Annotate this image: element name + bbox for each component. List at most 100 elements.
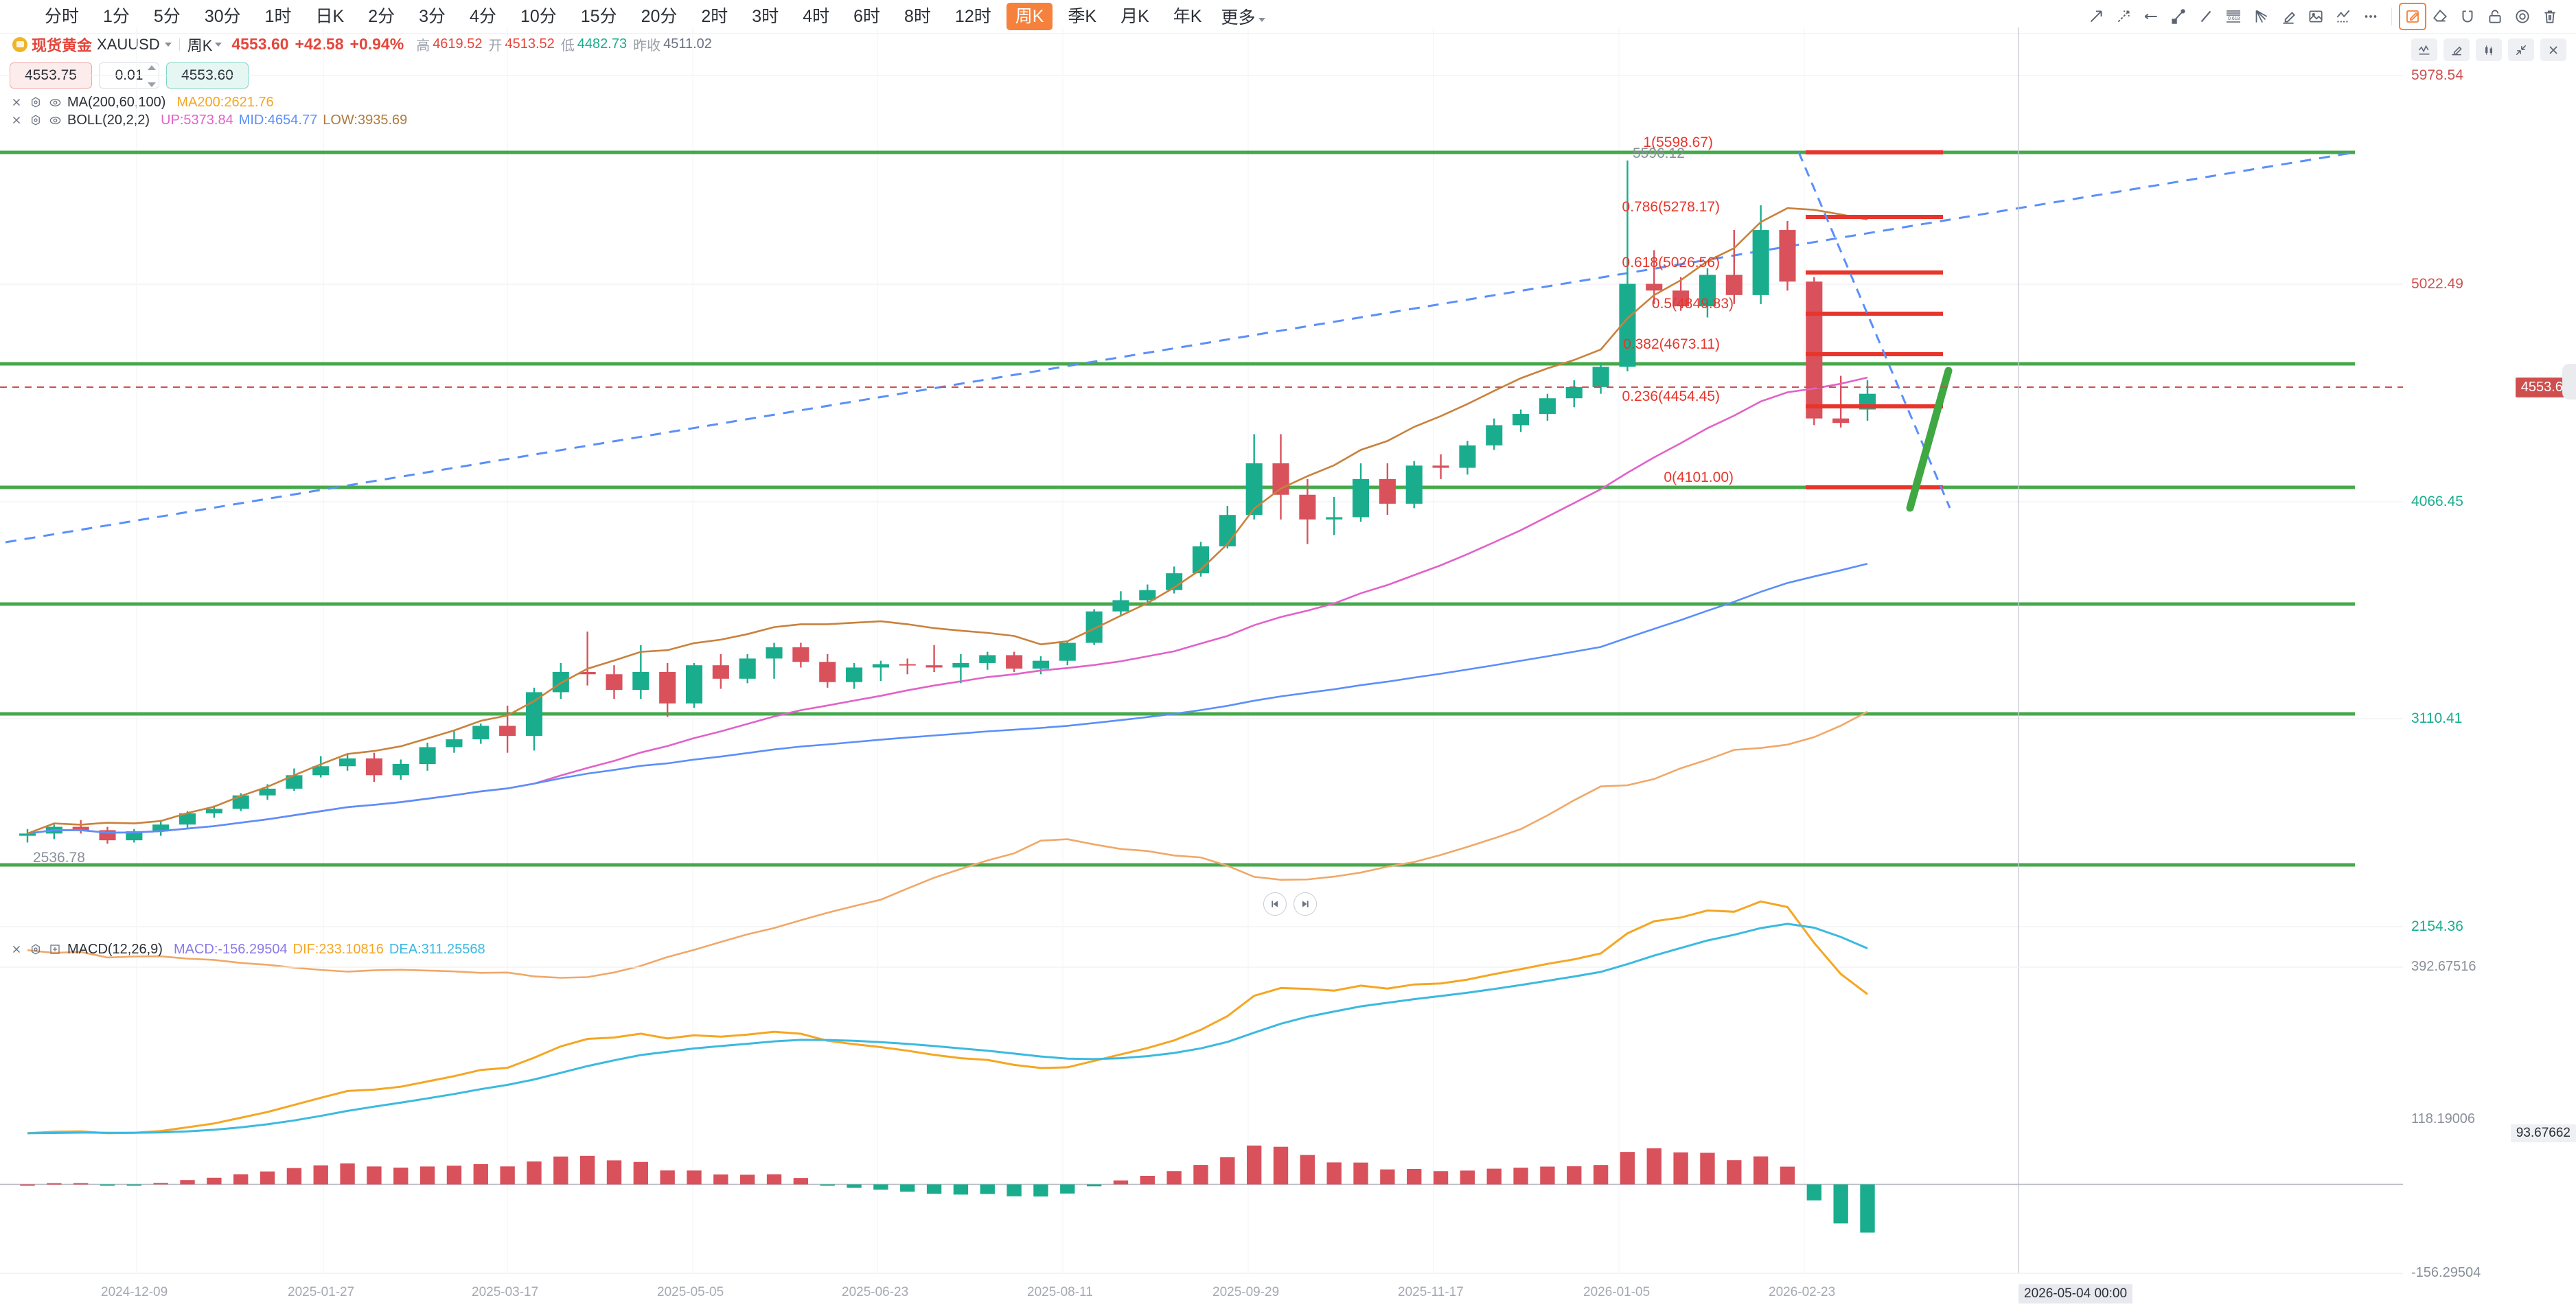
eraser-icon[interactable] (2426, 3, 2454, 30)
symbol-info-bar: 现货黄金 XAUUSD 周K 4553.60 +42.58 +0.94% 高 4… (0, 33, 2576, 55)
trash-icon[interactable] (2536, 3, 2564, 30)
period-tab-20[interactable]: 月K (1120, 7, 1149, 26)
symbol-code: XAUUSD (97, 35, 160, 53)
fib-label-3: 0.5(4849.83) (1652, 296, 1734, 312)
quantity-spinner[interactable] (148, 65, 156, 87)
period-tab-21[interactable]: 年K (1173, 7, 1202, 26)
close-ma-icon[interactable] (10, 95, 23, 109)
price-change: +42.58 (295, 35, 344, 53)
symbol-chevron-down-icon[interactable] (164, 42, 172, 47)
magnet-icon[interactable] (2454, 3, 2481, 30)
period-tab-17[interactable]: 12时 (954, 7, 991, 26)
fan-lines-icon[interactable] (2247, 3, 2275, 30)
bid-price-button[interactable]: 4553.75 (10, 62, 92, 89)
period-tab-7[interactable]: 3分 (419, 7, 446, 26)
chart-note-0: 5596.12 (1633, 146, 1685, 161)
quantity-value: 0.01 (115, 67, 143, 83)
period-tab-19[interactable]: 季K (1068, 7, 1097, 26)
boll-up-value: UP:5373.84 (161, 112, 233, 128)
indicator-icon[interactable] (2411, 38, 2437, 61)
period-toolbar: 分时 1分 5分 30分 1时 日K 2分 3分 4分 10分 15分 20分 2时 3时 4时 6时 8时 12… (0, 0, 2576, 33)
boll-low-value: LOW:3935.69 (323, 112, 408, 128)
pen-line-icon[interactable] (2192, 3, 2220, 30)
fib-label-2: 0.618(5026.56) (1622, 255, 1720, 270)
candle-type-icon[interactable] (2476, 38, 2502, 61)
period-tab-2[interactable]: 5分 (153, 7, 181, 26)
fibonacci-retracement-icon[interactable]: 0.618 (2220, 3, 2247, 30)
draw-pencil-icon[interactable] (2443, 38, 2470, 61)
close-icon[interactable] (2540, 38, 2566, 61)
period-tab-5[interactable]: 日K (315, 7, 345, 26)
quantity-decrease-icon[interactable] (148, 82, 156, 87)
settings-ma-icon[interactable] (29, 95, 43, 109)
period-tab-13[interactable]: 3时 (752, 7, 779, 26)
period-tab-12[interactable]: 2时 (701, 7, 728, 26)
x-axis-date-6: 2025-09-29 (1212, 1285, 1280, 1299)
boll-mid-value: MID:4654.77 (238, 112, 318, 128)
x-axis-date-7: 2025-11-17 (1398, 1285, 1464, 1299)
period-tab-0[interactable]: 分时 (45, 7, 80, 26)
more-dots-icon[interactable] (2357, 3, 2384, 30)
visibility-ma-icon[interactable] (48, 95, 62, 109)
quantity-stepper[interactable]: 0.01 (99, 62, 159, 89)
prev-close-value: 4511.02 (663, 36, 712, 51)
macd-axis-label-0: 392.67516 (2411, 959, 2476, 974)
period-tab-1[interactable]: 1分 (103, 7, 130, 26)
ask-price-button[interactable]: 4553.60 (166, 62, 249, 89)
arrow-up-right-icon[interactable] (2082, 3, 2110, 30)
period-tab-4[interactable]: 1时 (264, 7, 292, 26)
drawing-tools-toolbar: 0.618 (2082, 0, 2564, 33)
unlock-icon[interactable] (2481, 3, 2509, 30)
period-tab-11[interactable]: 20分 (641, 7, 678, 26)
x-axis-date-5: 2025-08-11 (1027, 1285, 1093, 1299)
target-circle-icon[interactable] (2509, 3, 2536, 30)
period-tab-15[interactable]: 6时 (853, 7, 881, 26)
dashed-arrow-icon[interactable] (2110, 3, 2137, 30)
fib-label-0: 1(5598.67) (1643, 135, 1713, 150)
period-tab-9[interactable]: 10分 (520, 7, 557, 26)
quantity-increase-icon[interactable] (148, 65, 156, 70)
period-tab-10[interactable]: 15分 (580, 7, 617, 26)
fib-label-1: 0.786(5278.17) (1622, 199, 1720, 215)
settings-macd-icon[interactable] (29, 942, 43, 956)
period-tab-16[interactable]: 8时 (904, 7, 931, 26)
highlighter-icon[interactable] (2275, 3, 2302, 30)
period-tab-18[interactable]: 周K (1006, 3, 1053, 30)
collapse-icon[interactable] (2508, 38, 2534, 61)
period-tab-3[interactable]: 30分 (204, 7, 241, 26)
quick-order-row: 4553.75 0.01 4553.60 (0, 59, 2576, 92)
open-value: 4513.52 (505, 36, 555, 51)
open-label: 开 (488, 38, 503, 54)
crosshair-date-tag: 2026-05-04 00:00 (2019, 1284, 2133, 1304)
jump-to-start-button[interactable] (1263, 892, 1287, 916)
indicator-legend-ma: MA(200,60,100) MA200:2621.76 (0, 93, 2576, 111)
low-label: 低 (560, 38, 575, 54)
image-insert-icon[interactable] (2302, 3, 2330, 30)
high-label: 高 (416, 38, 430, 54)
x-axis-date-2: 2025-03-17 (472, 1285, 539, 1299)
edit-note-icon[interactable] (2399, 3, 2426, 30)
expand-macd-icon[interactable] (48, 942, 62, 956)
trend-channel-icon[interactable] (2330, 3, 2357, 30)
x-axis-date-0: 2024-12-09 (101, 1285, 168, 1299)
macd-value: MACD:-156.29504 (173, 941, 288, 957)
macd-axis-label-low: -156.29504 (2411, 1265, 2481, 1280)
period-tab-14[interactable]: 4时 (803, 7, 830, 26)
period-chevron-down-icon[interactable] (215, 42, 222, 47)
jump-to-end-button[interactable] (1293, 892, 1317, 916)
visibility-boll-icon[interactable] (48, 113, 62, 127)
settings-boll-icon[interactable] (29, 113, 43, 127)
svg-text:0.618: 0.618 (2228, 16, 2240, 21)
x-axis-date-3: 2025-05-05 (657, 1285, 724, 1299)
period-tab-8[interactable]: 4分 (470, 7, 496, 26)
divider (179, 38, 180, 51)
close-macd-icon[interactable] (10, 942, 23, 956)
boll-title: BOLL(20,2,2) (67, 112, 150, 128)
more-periods-button[interactable]: 更多 (1217, 2, 1269, 31)
trend-line-with-dot-icon[interactable] (2165, 3, 2192, 30)
period-tab-6[interactable]: 2分 (368, 7, 395, 26)
price-axis-scroll-handle[interactable] (2562, 364, 2576, 399)
horizontal-ray-icon[interactable] (2137, 3, 2165, 30)
close-boll-icon[interactable] (10, 113, 23, 127)
